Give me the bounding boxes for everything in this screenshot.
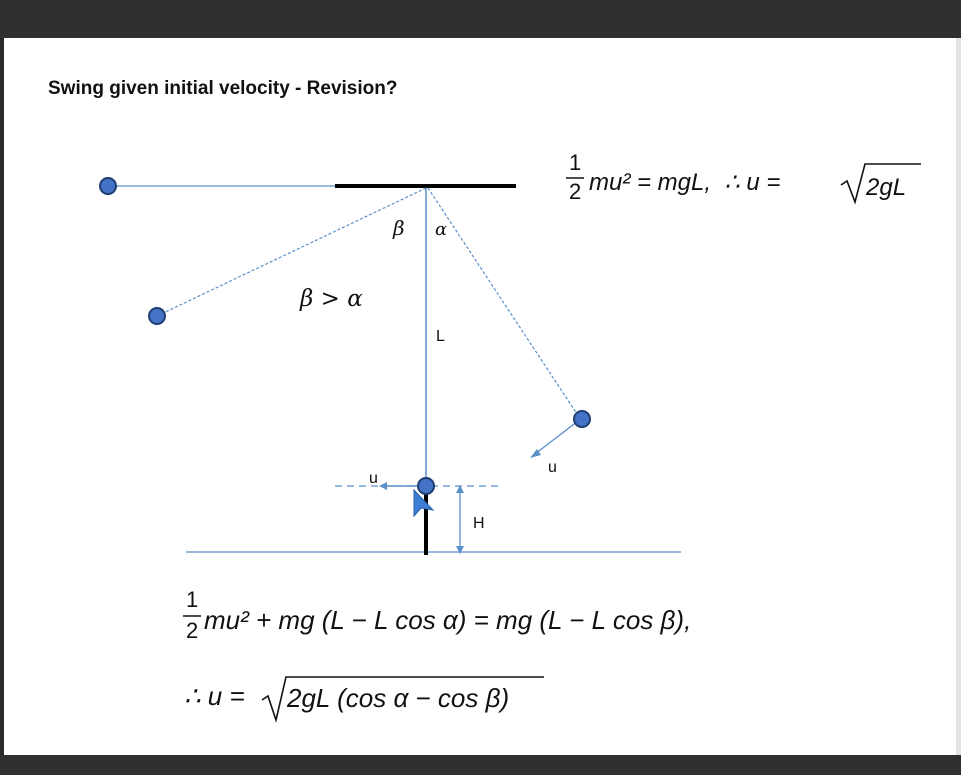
velocity-label-right: u xyxy=(548,459,557,476)
beta-label: β xyxy=(392,216,405,240)
velocity-arrowhead-right xyxy=(530,449,541,458)
dashed-string-beta xyxy=(156,187,427,317)
alpha-label: α xyxy=(435,219,447,240)
equation-result: ∴ u = 2gL (cos α − cos β) xyxy=(184,676,544,723)
bob-horizontal xyxy=(99,177,117,195)
eq-top-main: mu² = mgL, ∴ u = xyxy=(589,169,787,196)
velocity-arrow-right xyxy=(534,420,579,455)
velocity-arrowhead-left xyxy=(379,482,387,490)
dashed-string-alpha xyxy=(427,187,582,421)
bob-bottom xyxy=(417,477,435,495)
pendulum-diagram: β α β > α L u u H 1 2 mu² = mgL, ∴ u = 2… xyxy=(99,150,921,723)
eq-top-radicand: 2gL xyxy=(865,174,906,201)
slide-edge xyxy=(956,38,961,755)
equation-energy: 1 2 mu² + mg (L − L cos α) = mg (L − L c… xyxy=(183,587,691,643)
length-label: L xyxy=(436,328,445,345)
eq-top-sqrt-sign xyxy=(840,163,921,205)
eq-result-radicand: 2gL (cos α − cos β) xyxy=(286,683,509,713)
eq-result-prefix: ∴ u = xyxy=(184,681,252,711)
height-arrow-head-top xyxy=(456,485,464,493)
height-arrow-head-bottom xyxy=(456,546,464,554)
eq-energy-frac-num: 1 xyxy=(186,587,198,612)
bob-beta xyxy=(148,307,166,325)
bob-alpha xyxy=(573,410,591,428)
height-label: H xyxy=(473,515,485,532)
eq-top-frac-num: 1 xyxy=(569,150,581,175)
equation-top: 1 2 mu² = mgL, ∴ u = 2gL xyxy=(566,150,921,205)
slide: Swing given initial velocity - Revision? xyxy=(4,38,956,755)
eq-top-frac-den: 2 xyxy=(569,179,581,204)
bottom-bar xyxy=(0,755,961,775)
eq-result-sqrt-sign xyxy=(261,676,544,723)
slide-title: Swing given initial velocity - Revision? xyxy=(48,78,398,99)
mouse-cursor-icon xyxy=(413,488,435,518)
top-bar xyxy=(0,0,961,38)
velocity-label-left: u xyxy=(369,470,378,487)
eq-energy-main: mu² + mg (L − L cos α) = mg (L − L cos β… xyxy=(204,605,691,635)
inequality-label: β > α xyxy=(299,286,363,312)
eq-energy-frac-den: 2 xyxy=(186,618,198,643)
